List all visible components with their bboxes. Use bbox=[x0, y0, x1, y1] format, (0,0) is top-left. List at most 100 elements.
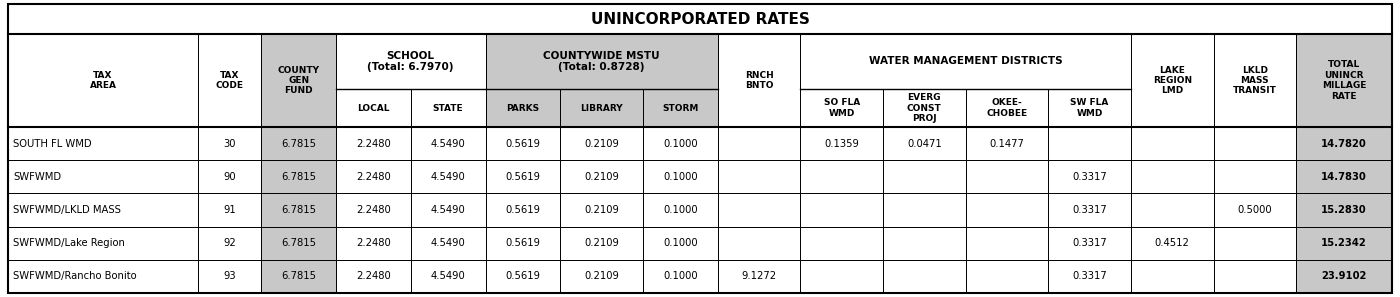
Bar bbox=[801, 160, 883, 193]
Text: 93: 93 bbox=[224, 271, 237, 281]
Text: 0.3317: 0.3317 bbox=[1072, 205, 1107, 215]
Bar bbox=[1296, 260, 1392, 293]
Text: WATER MANAGEMENT DISTRICTS: WATER MANAGEMENT DISTRICTS bbox=[869, 56, 1063, 67]
Bar bbox=[262, 34, 336, 127]
Text: TOTAL
UNINCR
MILLAGE
RATE: TOTAL UNINCR MILLAGE RATE bbox=[1322, 60, 1366, 101]
Bar bbox=[1214, 34, 1296, 127]
Bar bbox=[486, 127, 560, 160]
Text: 0.2109: 0.2109 bbox=[584, 205, 619, 215]
Text: 15.2342: 15.2342 bbox=[1322, 238, 1366, 248]
Bar bbox=[262, 260, 336, 293]
Bar bbox=[336, 193, 410, 227]
Text: 4.5490: 4.5490 bbox=[431, 172, 466, 182]
Bar bbox=[8, 34, 199, 127]
Text: 2.2480: 2.2480 bbox=[356, 205, 391, 215]
Bar bbox=[1049, 89, 1131, 127]
Text: PARKS: PARKS bbox=[507, 103, 539, 113]
Text: SCHOOL
(Total: 6.7970): SCHOOL (Total: 6.7970) bbox=[367, 51, 454, 72]
Text: 6.7815: 6.7815 bbox=[281, 172, 316, 182]
Text: 0.0471: 0.0471 bbox=[907, 139, 942, 148]
Bar bbox=[966, 127, 1049, 160]
Bar bbox=[718, 160, 801, 193]
Text: 0.1000: 0.1000 bbox=[664, 139, 697, 148]
Text: 91: 91 bbox=[224, 205, 237, 215]
Text: SO FLA
WMD: SO FLA WMD bbox=[823, 98, 860, 118]
Text: SWFWMD/LKLD MASS: SWFWMD/LKLD MASS bbox=[13, 205, 120, 215]
Bar bbox=[883, 260, 966, 293]
Text: 6.7815: 6.7815 bbox=[281, 238, 316, 248]
Bar bbox=[486, 193, 560, 227]
Bar bbox=[883, 127, 966, 160]
Text: OKEE-
CHOBEE: OKEE- CHOBEE bbox=[987, 98, 1028, 118]
Bar bbox=[199, 34, 262, 127]
Bar bbox=[1214, 260, 1296, 293]
Bar bbox=[199, 160, 262, 193]
Bar bbox=[262, 160, 336, 193]
Bar bbox=[801, 227, 883, 260]
Bar bbox=[560, 127, 643, 160]
Text: 15.2830: 15.2830 bbox=[1322, 205, 1366, 215]
Bar bbox=[1214, 227, 1296, 260]
Bar bbox=[199, 127, 262, 160]
Bar bbox=[1296, 34, 1392, 127]
Text: 30: 30 bbox=[224, 139, 237, 148]
Bar bbox=[560, 89, 643, 127]
Text: 0.1000: 0.1000 bbox=[664, 172, 697, 182]
Text: 4.5490: 4.5490 bbox=[431, 139, 466, 148]
Bar bbox=[1296, 193, 1392, 227]
Text: 0.1477: 0.1477 bbox=[990, 139, 1025, 148]
Bar bbox=[1131, 227, 1214, 260]
Text: 2.2480: 2.2480 bbox=[356, 238, 391, 248]
Bar bbox=[1049, 127, 1131, 160]
Text: 0.5619: 0.5619 bbox=[505, 238, 540, 248]
Text: 0.2109: 0.2109 bbox=[584, 139, 619, 148]
Bar bbox=[1049, 193, 1131, 227]
Text: 9.1272: 9.1272 bbox=[742, 271, 777, 281]
Text: 0.5000: 0.5000 bbox=[1238, 205, 1273, 215]
Bar bbox=[1131, 127, 1214, 160]
Bar bbox=[8, 193, 199, 227]
Bar bbox=[336, 89, 410, 127]
Bar bbox=[410, 227, 486, 260]
Text: 14.7830: 14.7830 bbox=[1322, 172, 1366, 182]
Bar bbox=[643, 127, 718, 160]
Bar bbox=[8, 127, 199, 160]
Bar bbox=[966, 193, 1049, 227]
Text: 2.2480: 2.2480 bbox=[356, 139, 391, 148]
Bar bbox=[410, 89, 486, 127]
Bar bbox=[966, 260, 1049, 293]
Text: 0.5619: 0.5619 bbox=[505, 271, 540, 281]
Bar bbox=[801, 127, 883, 160]
Bar bbox=[643, 89, 718, 127]
Bar bbox=[560, 227, 643, 260]
Bar bbox=[262, 227, 336, 260]
Text: 0.2109: 0.2109 bbox=[584, 238, 619, 248]
Text: SWFWMD/Rancho Bonito: SWFWMD/Rancho Bonito bbox=[13, 271, 137, 281]
Text: LAKE
REGION
LMD: LAKE REGION LMD bbox=[1152, 66, 1191, 95]
Text: 6.7815: 6.7815 bbox=[281, 139, 316, 148]
Text: 4.5490: 4.5490 bbox=[431, 238, 466, 248]
Bar bbox=[718, 127, 801, 160]
Bar bbox=[1131, 160, 1214, 193]
Text: 6.7815: 6.7815 bbox=[281, 271, 316, 281]
Bar bbox=[1131, 260, 1214, 293]
Text: 0.3317: 0.3317 bbox=[1072, 172, 1107, 182]
Text: 0.5619: 0.5619 bbox=[505, 139, 540, 148]
Bar bbox=[718, 193, 801, 227]
Text: 0.3317: 0.3317 bbox=[1072, 238, 1107, 248]
Text: 0.2109: 0.2109 bbox=[584, 172, 619, 182]
Text: 92: 92 bbox=[224, 238, 237, 248]
Text: 0.3317: 0.3317 bbox=[1072, 271, 1107, 281]
Text: STORM: STORM bbox=[662, 103, 699, 113]
Text: UNINCORPORATED RATES: UNINCORPORATED RATES bbox=[591, 12, 809, 26]
Bar bbox=[883, 89, 966, 127]
Text: 0.1000: 0.1000 bbox=[664, 271, 697, 281]
Text: SWFWMD: SWFWMD bbox=[13, 172, 62, 182]
Bar bbox=[199, 227, 262, 260]
Bar bbox=[966, 160, 1049, 193]
Text: 0.5619: 0.5619 bbox=[505, 172, 540, 182]
Bar bbox=[801, 34, 1131, 89]
Bar bbox=[8, 260, 199, 293]
Text: 0.1359: 0.1359 bbox=[825, 139, 860, 148]
Bar bbox=[486, 160, 560, 193]
